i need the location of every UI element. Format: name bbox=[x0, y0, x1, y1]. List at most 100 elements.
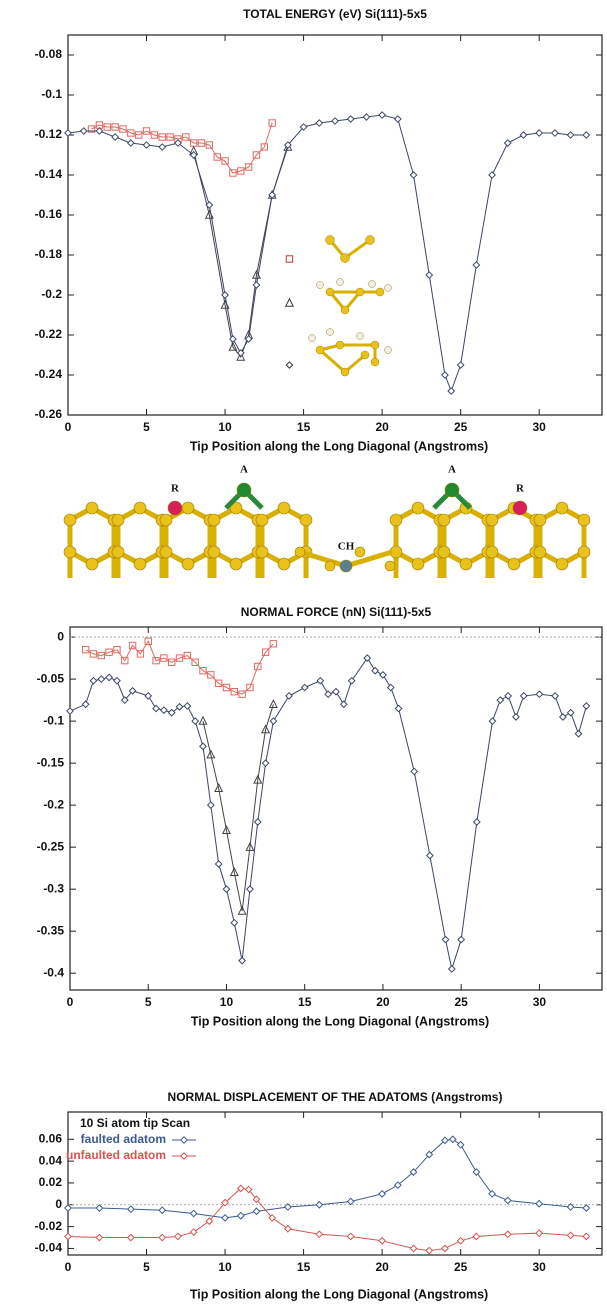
chart-title: NORMAL DISPLACEMENT OF THE ADATOMS (Angs… bbox=[168, 1090, 503, 1104]
marker bbox=[65, 1205, 71, 1211]
marker bbox=[348, 678, 354, 684]
atom bbox=[182, 558, 194, 570]
marker bbox=[473, 1233, 479, 1239]
marker bbox=[82, 701, 88, 707]
y-tick-label: 0.06 bbox=[39, 1131, 63, 1145]
inset-atom bbox=[336, 341, 344, 349]
marker bbox=[348, 1198, 354, 1204]
atom-label: A bbox=[240, 464, 248, 476]
marker bbox=[286, 693, 292, 699]
atom bbox=[278, 502, 290, 514]
inset-atom bbox=[326, 288, 334, 296]
series-line bbox=[194, 147, 288, 357]
x-tick-label: 20 bbox=[376, 995, 390, 1009]
x-tick-label: 0 bbox=[65, 1260, 72, 1274]
marker bbox=[583, 132, 589, 138]
marker bbox=[253, 282, 259, 288]
x-tick-label: 5 bbox=[143, 420, 150, 434]
inset-atom bbox=[341, 306, 349, 314]
y-tick-label: 0.04 bbox=[39, 1153, 63, 1167]
atom bbox=[508, 558, 520, 570]
marker bbox=[192, 718, 198, 724]
inset-atom bbox=[341, 368, 349, 376]
atom bbox=[237, 483, 251, 497]
plot-frame bbox=[70, 627, 602, 990]
marker bbox=[285, 1226, 291, 1232]
y-tick-label: -0.16 bbox=[35, 207, 63, 221]
x-tick-label: 15 bbox=[297, 1260, 311, 1274]
atom bbox=[412, 558, 424, 570]
atom bbox=[513, 501, 527, 515]
inset-atom bbox=[337, 279, 344, 286]
marker bbox=[457, 1238, 463, 1244]
marker bbox=[269, 192, 275, 198]
inset-atom bbox=[366, 236, 375, 245]
marker bbox=[215, 861, 221, 867]
legend-label: faulted adatom bbox=[81, 1132, 166, 1146]
atom bbox=[355, 547, 365, 557]
marker bbox=[448, 388, 454, 394]
marker bbox=[363, 114, 369, 120]
structure-diagram bbox=[64, 483, 590, 578]
x-tick-label: 30 bbox=[532, 1260, 546, 1274]
y-tick-label: -0.12 bbox=[35, 127, 63, 141]
marker bbox=[262, 760, 268, 766]
marker bbox=[332, 118, 338, 124]
marker bbox=[442, 936, 448, 942]
marker bbox=[568, 710, 574, 716]
atom bbox=[278, 558, 290, 570]
marker bbox=[128, 1234, 134, 1240]
marker bbox=[112, 134, 118, 140]
marker bbox=[317, 678, 323, 684]
inset-atom bbox=[341, 254, 350, 263]
marker bbox=[473, 262, 479, 268]
atom-label: A bbox=[448, 464, 456, 476]
inset-atom bbox=[371, 358, 379, 366]
y-tick-label: 0 bbox=[57, 629, 64, 643]
atom bbox=[160, 514, 172, 526]
marker bbox=[388, 684, 394, 690]
marker bbox=[175, 1233, 181, 1239]
atom bbox=[134, 558, 146, 570]
marker bbox=[473, 1169, 479, 1175]
y-tick-label: 0.02 bbox=[39, 1175, 63, 1189]
marker bbox=[505, 140, 511, 146]
marker bbox=[410, 1245, 416, 1251]
marker bbox=[96, 1234, 102, 1240]
atom bbox=[182, 502, 194, 514]
marker bbox=[255, 819, 261, 825]
marker bbox=[567, 1232, 573, 1238]
x-tick-label: 5 bbox=[145, 995, 152, 1009]
atom-label: R bbox=[171, 483, 180, 495]
marker bbox=[190, 1210, 196, 1216]
atom bbox=[556, 558, 568, 570]
marker bbox=[489, 172, 495, 178]
y-tick-label: -0.2 bbox=[41, 287, 62, 301]
chart-title: TOTAL ENERGY (eV) Si(111)-5x5 bbox=[243, 7, 427, 21]
marker bbox=[379, 1238, 385, 1244]
atom bbox=[460, 558, 472, 570]
marker bbox=[552, 130, 558, 136]
marker bbox=[238, 1213, 244, 1219]
marker bbox=[128, 1206, 134, 1212]
marker bbox=[449, 966, 455, 972]
x-tick-label: 25 bbox=[454, 1260, 468, 1274]
marker bbox=[159, 1234, 165, 1240]
marker bbox=[247, 886, 253, 892]
atom bbox=[486, 514, 498, 526]
marker bbox=[181, 1137, 187, 1143]
marker bbox=[521, 693, 527, 699]
marker bbox=[536, 1200, 542, 1206]
marker bbox=[96, 1205, 102, 1211]
atom bbox=[578, 546, 590, 558]
inset-atom bbox=[385, 285, 392, 292]
marker bbox=[411, 768, 417, 774]
y-tick-label: -0.22 bbox=[35, 327, 63, 341]
inset-atom bbox=[327, 329, 334, 336]
x-axis-label: Tip Position along the Long Diagonal (An… bbox=[191, 1014, 489, 1028]
marker bbox=[184, 703, 190, 709]
x-tick-label: 25 bbox=[454, 995, 468, 1009]
marker bbox=[395, 705, 401, 711]
marker bbox=[442, 372, 448, 378]
inset-atom bbox=[376, 288, 384, 296]
